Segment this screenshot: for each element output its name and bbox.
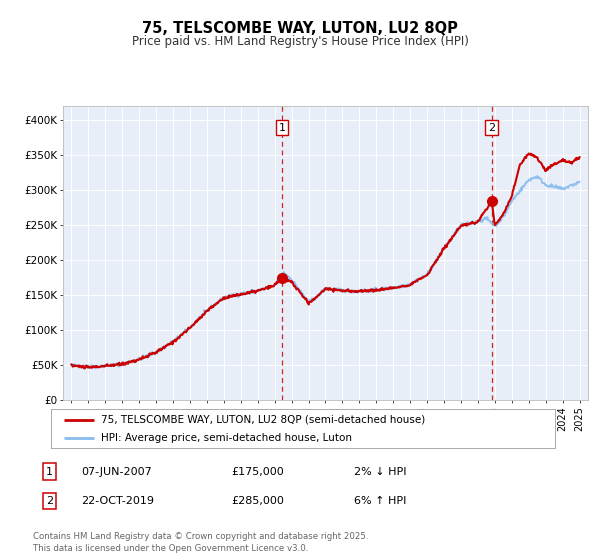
Text: 75, TELSCOMBE WAY, LUTON, LU2 8QP: 75, TELSCOMBE WAY, LUTON, LU2 8QP bbox=[142, 21, 458, 36]
Text: Contains HM Land Registry data © Crown copyright and database right 2025.
This d: Contains HM Land Registry data © Crown c… bbox=[33, 533, 368, 553]
Text: 2: 2 bbox=[46, 496, 53, 506]
Text: £175,000: £175,000 bbox=[231, 466, 284, 477]
Text: 22-OCT-2019: 22-OCT-2019 bbox=[81, 496, 154, 506]
Text: £285,000: £285,000 bbox=[231, 496, 284, 506]
Text: 2% ↓ HPI: 2% ↓ HPI bbox=[354, 466, 407, 477]
Text: 1: 1 bbox=[278, 123, 286, 133]
Text: Price paid vs. HM Land Registry's House Price Index (HPI): Price paid vs. HM Land Registry's House … bbox=[131, 35, 469, 48]
Text: 75, TELSCOMBE WAY, LUTON, LU2 8QP (semi-detached house): 75, TELSCOMBE WAY, LUTON, LU2 8QP (semi-… bbox=[101, 415, 425, 425]
Text: 1: 1 bbox=[46, 466, 53, 477]
Text: 2: 2 bbox=[488, 123, 495, 133]
Text: 07-JUN-2007: 07-JUN-2007 bbox=[81, 466, 152, 477]
Text: 6% ↑ HPI: 6% ↑ HPI bbox=[354, 496, 406, 506]
Text: HPI: Average price, semi-detached house, Luton: HPI: Average price, semi-detached house,… bbox=[101, 433, 352, 443]
